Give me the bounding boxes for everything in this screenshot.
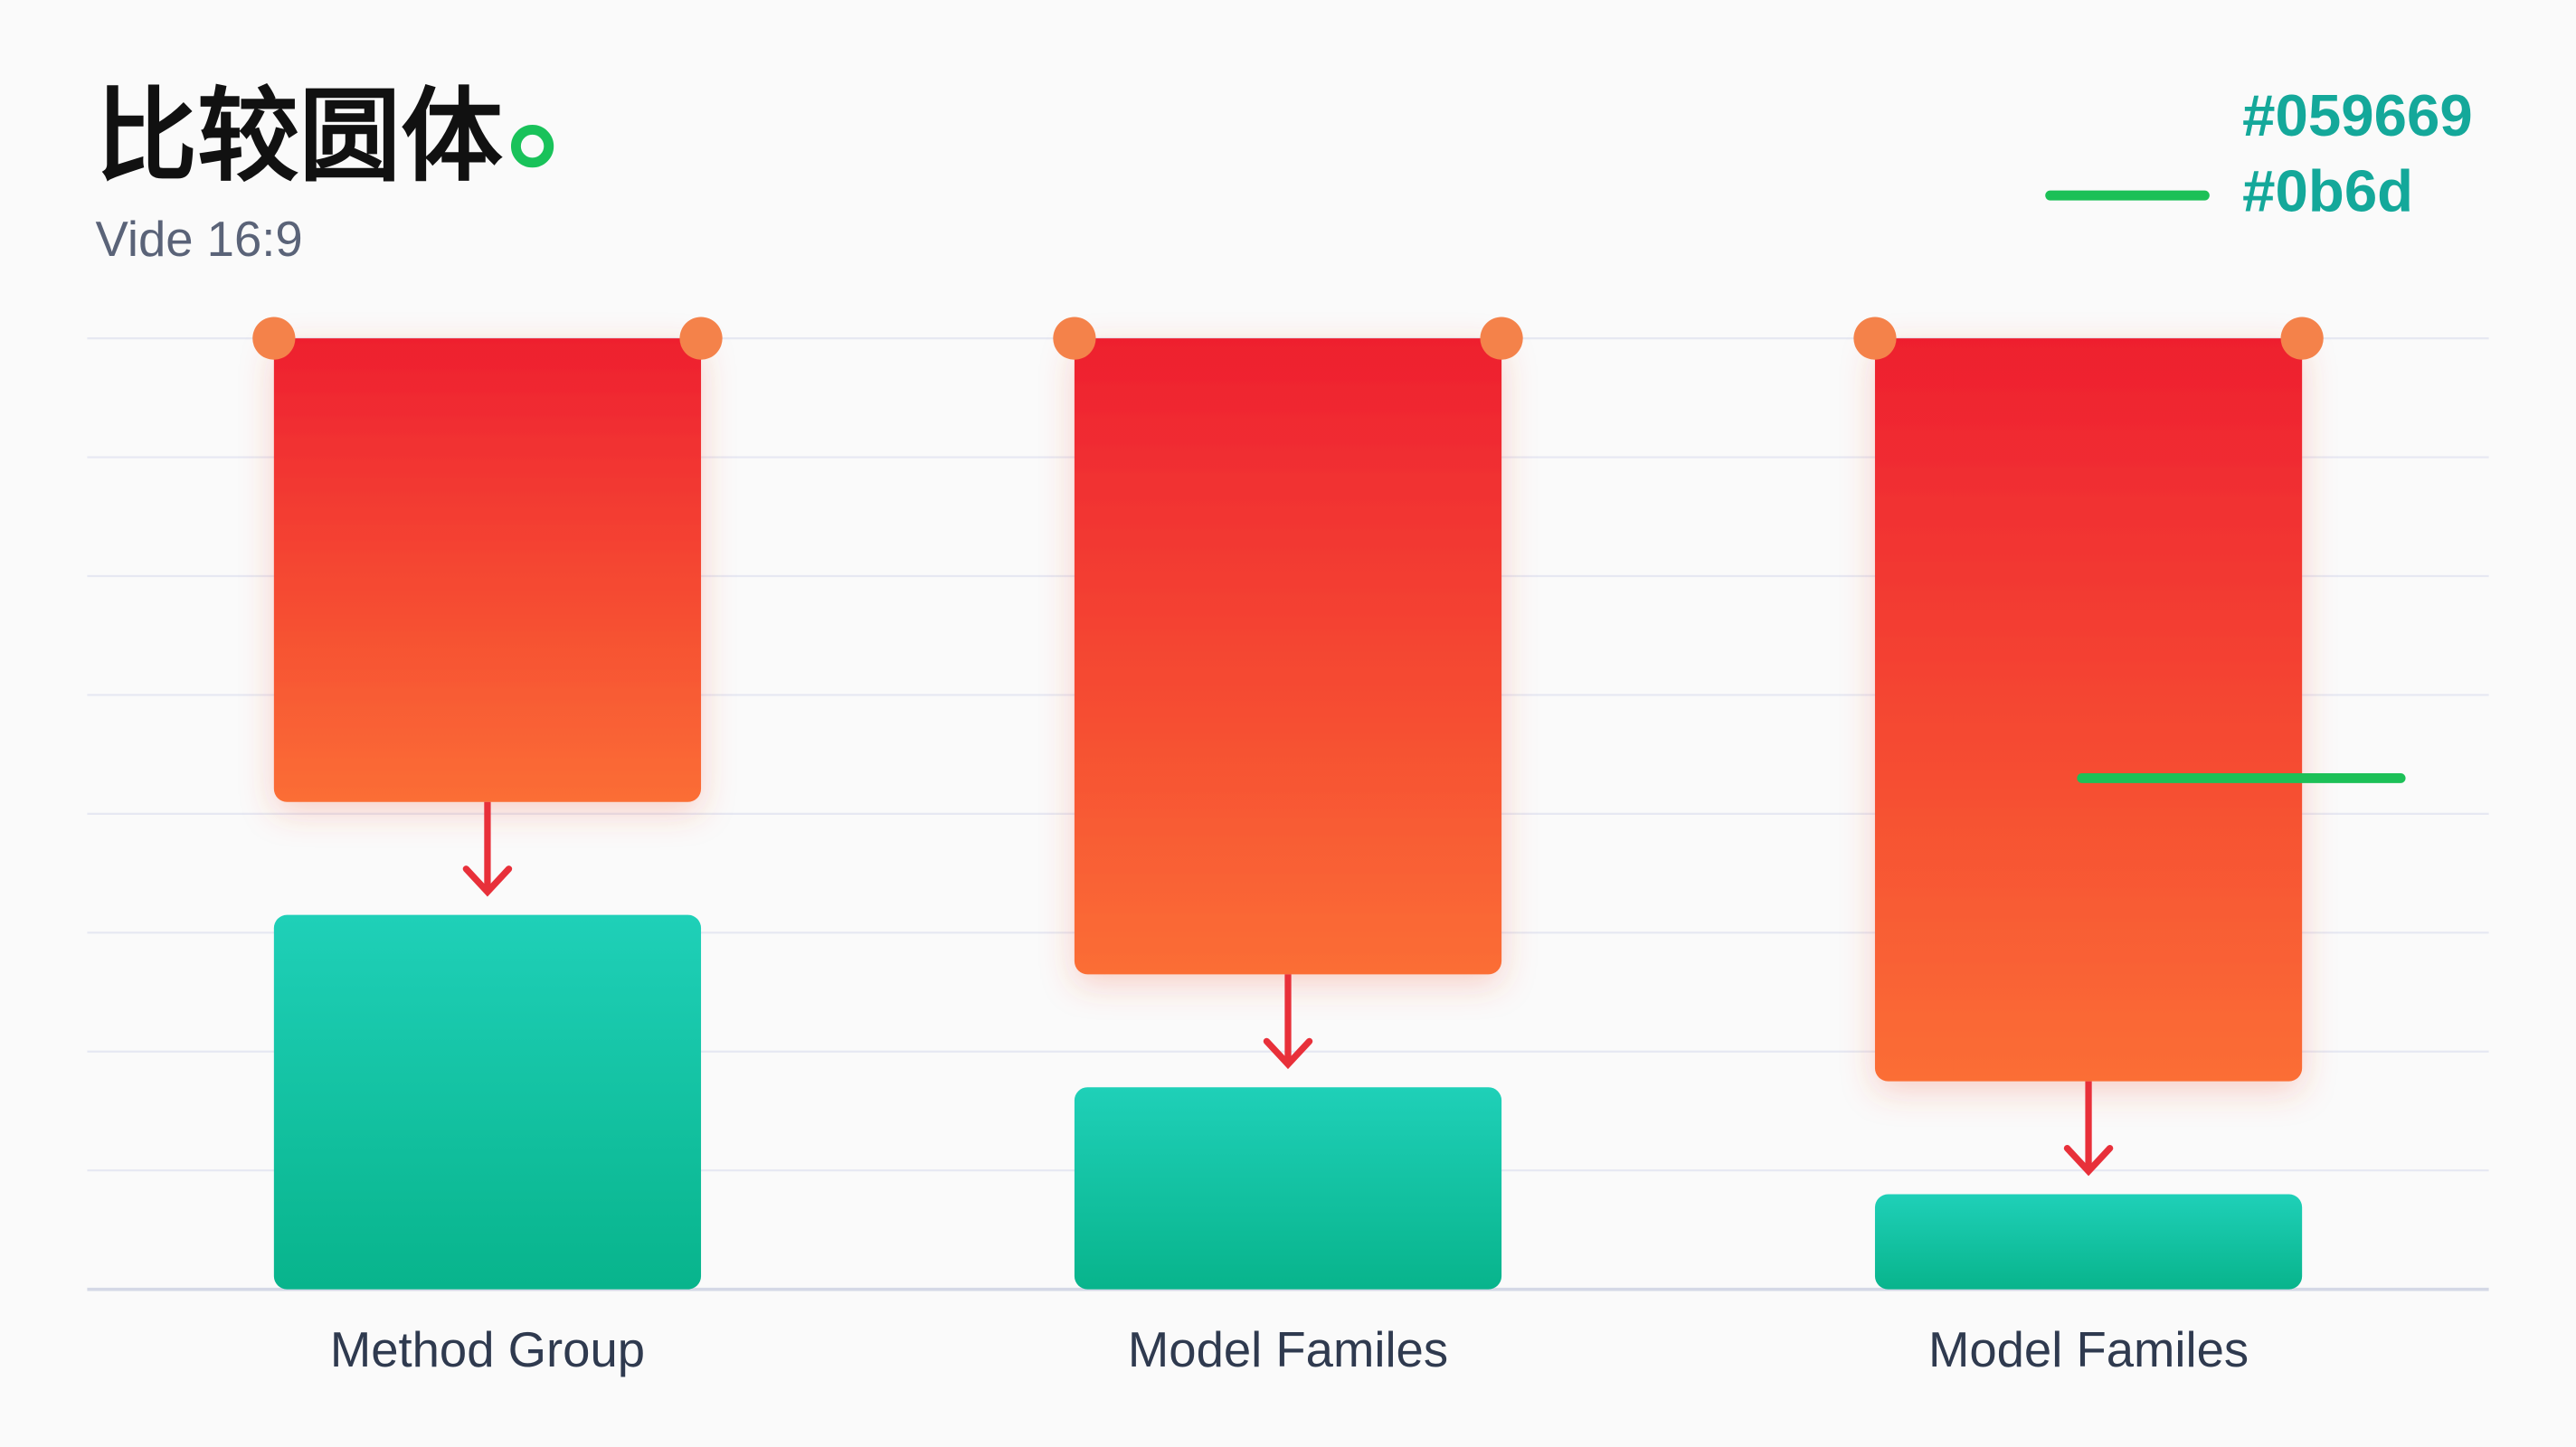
teal-bar [1874, 1194, 2303, 1290]
red-bar [273, 338, 702, 802]
corner-dot [1480, 317, 1523, 360]
chart-title: 比较圆体 [95, 80, 503, 194]
corner-dot [252, 317, 296, 360]
title-dot [510, 125, 554, 168]
corner-dot [679, 317, 723, 360]
teal-bar [273, 914, 702, 1290]
corner-dot [2280, 317, 2324, 360]
x-tick-label: Model Familes [1128, 1322, 1448, 1377]
corner-dot [1053, 317, 1096, 360]
legend-label: #0b6d [2242, 157, 2413, 223]
chart-subtitle: Vide 16:9 [95, 212, 302, 267]
arrow-head [462, 865, 513, 897]
corner-dot [1853, 317, 1897, 360]
arrow-head [2063, 1145, 2114, 1177]
x-tick-label: Model Familes [1928, 1322, 2249, 1377]
marks: Method Group Model Familes Model Familes [252, 317, 2406, 1377]
arrow-head [1263, 1037, 1313, 1070]
teal-bar [1074, 1087, 1502, 1290]
legend-label: #059669 [2242, 82, 2473, 148]
red-bar [1874, 338, 2303, 1082]
red-bar [1074, 338, 1502, 975]
x-tick-label: Method Group [330, 1322, 645, 1377]
